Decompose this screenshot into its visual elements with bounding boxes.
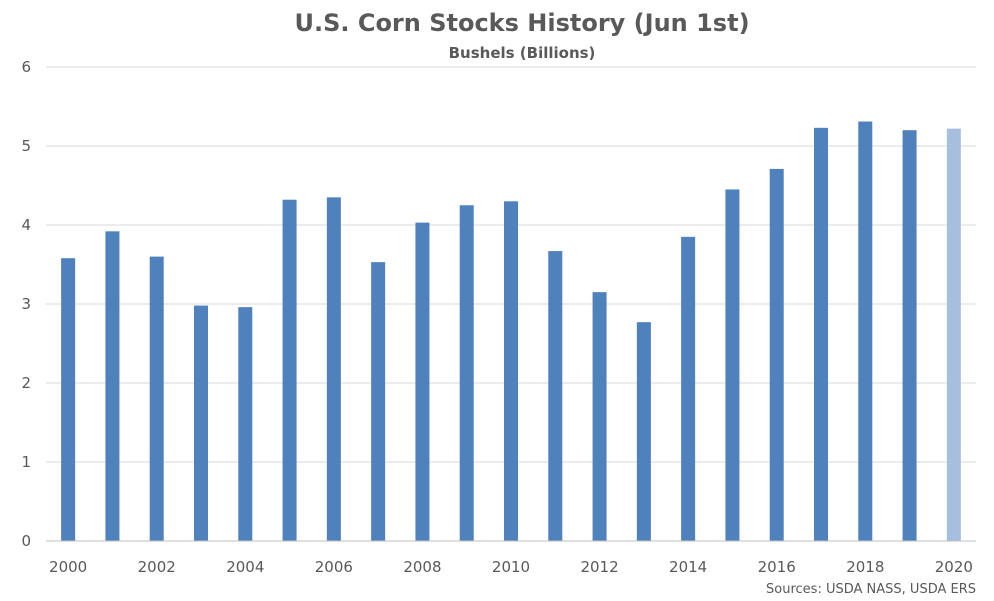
- bar-2018: [858, 121, 873, 541]
- x-tick-label: 2002: [138, 558, 176, 576]
- x-tick-label: 2020: [935, 558, 973, 576]
- x-tick-label: 2008: [403, 558, 441, 576]
- source-note: Sources: USDA NASS, USDA ERS: [766, 582, 976, 597]
- x-tick-label: 2006: [315, 558, 353, 576]
- chart-subtitle: Bushels (Billions): [449, 44, 596, 62]
- x-tick-label: 2016: [758, 558, 796, 576]
- x-tick-label: 2012: [580, 558, 618, 576]
- x-tick-label: 2000: [49, 558, 87, 576]
- bar-2014: [681, 236, 696, 541]
- bar-2007: [371, 262, 386, 541]
- x-tick-label: 2004: [226, 558, 264, 576]
- y-tick-label: 0: [21, 532, 31, 550]
- bar-2004: [238, 307, 253, 541]
- bar-2008: [415, 222, 430, 541]
- y-tick-label: 3: [21, 295, 31, 313]
- y-axis-ticks: 0 1 2 3 4 5 6: [21, 58, 31, 550]
- bar-2000: [61, 258, 76, 541]
- bar-2012: [592, 292, 607, 541]
- bar-2001: [105, 231, 120, 541]
- y-tick-label: 2: [21, 374, 31, 392]
- bar-2016: [769, 168, 784, 541]
- bar-2005: [282, 199, 297, 541]
- bar-2017: [814, 127, 828, 541]
- bar-2002: [149, 256, 164, 541]
- x-tick-label: 2010: [492, 558, 530, 576]
- y-tick-label: 5: [21, 137, 31, 155]
- y-tick-label: 4: [21, 216, 31, 234]
- bar-2006: [326, 197, 341, 541]
- bar-2020: [946, 128, 961, 541]
- x-tick-label: 2018: [846, 558, 884, 576]
- x-axis-ticks: 2000 2002 2004 2006 2008 2010 2012 2014 2016 2018…: [49, 558, 973, 576]
- bar-2019: [902, 130, 917, 541]
- bar-2003: [194, 305, 208, 541]
- y-tick-label: 1: [21, 453, 31, 471]
- bar-2015: [725, 189, 740, 541]
- bar-2013: [636, 322, 651, 541]
- bar-2011: [548, 251, 563, 541]
- bar-2010: [504, 201, 518, 542]
- y-tick-label: 6: [21, 58, 31, 76]
- x-tick-label: 2014: [669, 558, 707, 576]
- chart-title: U.S. Corn Stocks History (Jun 1st): [294, 9, 749, 37]
- bar-2009: [459, 205, 474, 541]
- bars: [61, 121, 961, 542]
